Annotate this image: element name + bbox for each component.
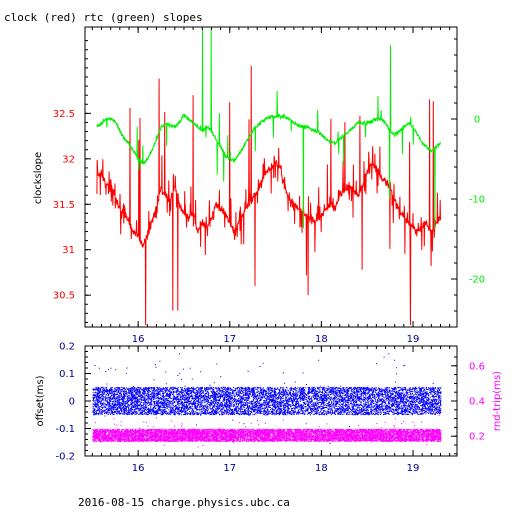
offset-panel: 16 17 18 19 -0.2 -0.1 0 0.1 0.2 0.2 0.4 0.6 offset(… xyxy=(35,342,503,475)
top-y2tick-label: -10 xyxy=(469,195,485,206)
rtc-series-line xyxy=(96,28,441,230)
top-ytick-label: 30.5 xyxy=(53,291,75,302)
top-xtick-label: 19 xyxy=(407,334,420,345)
clockslope-panel: 16 17 18 19 30.5 31 31.5 32 32.5 -20 -10 0 clockslo… xyxy=(33,26,485,345)
top-ylabel: clockslope xyxy=(33,152,44,204)
top-xtick-label: 16 xyxy=(132,334,145,345)
top-y2tick-label: 0 xyxy=(474,115,480,126)
top-y2tick-label: -20 xyxy=(469,275,485,286)
top-ytick-label: 31.5 xyxy=(53,200,75,211)
bottom-ytick-label: -0.2 xyxy=(55,452,75,463)
bottom-ytick-label: -0.1 xyxy=(55,424,75,435)
clock-series-line xyxy=(96,65,441,326)
offset-scatter-points xyxy=(92,353,442,427)
bottom-ytick-label: 0.1 xyxy=(59,369,75,380)
top-xtick-label: 18 xyxy=(315,334,328,345)
bottom-ylabel: offset(ms) xyxy=(35,375,46,426)
bottom-xtick-label: 16 xyxy=(132,463,145,474)
bottom-xtick-label: 19 xyxy=(407,463,420,474)
bottom-y2tick-label: 0.6 xyxy=(469,361,485,372)
top-ytick-label: 32 xyxy=(62,154,75,165)
bottom-y2tick-label: 0.4 xyxy=(469,397,485,408)
bottom-ytick-label: 0.2 xyxy=(59,342,75,353)
bottom-ytick-label: 0 xyxy=(69,397,75,408)
bottom-xtick-label: 18 xyxy=(315,463,328,474)
top-ytick-label: 32.5 xyxy=(53,109,75,120)
bottom-xtick-label: 17 xyxy=(223,463,236,474)
bottom-y2label: rnd-trip(ms) xyxy=(492,371,503,431)
footer: 2016-08-15 charge.physics.ubc.ca xyxy=(78,496,290,509)
top-xtick-label: 17 xyxy=(223,334,236,345)
top-ytick-label: 31 xyxy=(62,245,75,256)
bottom-y2tick-label: 0.2 xyxy=(469,432,485,443)
chart-title: clock (red) rtc (green) slopes xyxy=(4,11,203,24)
rnd-trip-scatter-points xyxy=(92,412,442,448)
